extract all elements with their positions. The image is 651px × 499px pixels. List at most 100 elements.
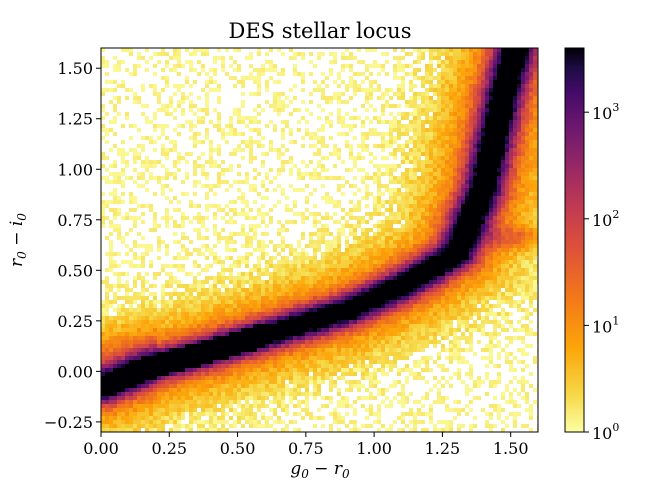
heatmap-cell xyxy=(281,320,285,324)
heatmap-cell xyxy=(229,56,233,60)
heatmap-cell xyxy=(329,152,333,156)
heatmap-cell xyxy=(417,288,421,292)
heatmap-cell xyxy=(205,112,209,116)
heatmap-cell xyxy=(341,184,345,188)
heatmap-cell xyxy=(477,224,481,228)
heatmap-cell xyxy=(505,76,509,80)
heatmap-cell xyxy=(273,80,277,84)
heatmap-cell xyxy=(413,160,417,164)
heatmap-cell xyxy=(517,72,521,76)
heatmap-cell xyxy=(533,276,537,280)
heatmap-cell xyxy=(269,148,273,152)
heatmap-cell xyxy=(389,220,393,224)
heatmap-cell xyxy=(373,300,377,304)
heatmap-cell xyxy=(389,168,393,172)
heatmap-cell xyxy=(481,272,485,276)
heatmap-cell xyxy=(529,84,533,88)
heatmap-cell xyxy=(461,156,465,160)
heatmap-cell xyxy=(385,260,389,264)
heatmap-cell xyxy=(469,296,473,300)
heatmap-cell xyxy=(493,172,497,176)
heatmap-cell xyxy=(217,56,221,60)
heatmap-cell xyxy=(245,56,249,60)
heatmap-cell xyxy=(381,304,385,308)
heatmap-cell xyxy=(197,108,201,112)
heatmap-cell xyxy=(449,272,453,276)
heatmap-cell xyxy=(397,220,401,224)
heatmap-cell xyxy=(517,192,521,196)
heatmap-cell xyxy=(353,312,357,316)
heatmap-cell xyxy=(249,312,253,316)
heatmap-cell xyxy=(461,284,465,288)
heatmap-cell xyxy=(477,152,481,156)
heatmap-cell xyxy=(193,112,197,116)
heatmap-cell xyxy=(117,60,121,64)
heatmap-cell xyxy=(385,272,389,276)
heatmap-cell xyxy=(393,176,397,180)
heatmap-cell xyxy=(477,156,481,160)
heatmap-cell xyxy=(357,252,361,256)
heatmap-cell xyxy=(297,260,301,264)
heatmap-cell xyxy=(257,88,261,92)
heatmap-cell xyxy=(145,248,149,252)
heatmap-cell xyxy=(265,252,269,256)
heatmap-cell xyxy=(429,188,433,192)
heatmap-cell xyxy=(397,120,401,124)
heatmap-cell xyxy=(265,88,269,92)
heatmap-cell xyxy=(153,324,157,328)
heatmap-cell xyxy=(281,300,285,304)
heatmap-cell xyxy=(217,100,221,104)
heatmap-cell xyxy=(213,224,217,228)
heatmap-cell xyxy=(157,272,161,276)
heatmap-cell xyxy=(253,312,257,316)
heatmap-cell xyxy=(237,260,241,264)
heatmap-cell xyxy=(289,296,293,300)
heatmap-cell xyxy=(293,268,297,272)
heatmap-cell xyxy=(185,256,189,260)
heatmap-cell xyxy=(185,236,189,240)
heatmap-cell xyxy=(193,192,197,196)
heatmap-cell xyxy=(393,92,397,96)
heatmap-cell xyxy=(141,144,145,148)
heatmap-cell xyxy=(129,72,133,76)
heatmap-cell xyxy=(401,224,405,228)
heatmap-cell xyxy=(321,268,325,272)
heatmap-cell xyxy=(425,312,429,316)
heatmap-cell xyxy=(149,248,153,252)
heatmap-cell xyxy=(461,124,465,128)
heatmap-cell xyxy=(457,244,461,248)
heatmap-cell xyxy=(141,280,145,284)
heatmap-cell xyxy=(221,228,225,232)
heatmap-cell xyxy=(417,236,421,240)
heatmap-cell xyxy=(361,132,365,136)
heatmap-cell xyxy=(357,308,361,312)
heatmap-cell xyxy=(461,276,465,280)
heatmap-cell xyxy=(197,212,201,216)
heatmap-cell xyxy=(473,140,477,144)
heatmap-cell xyxy=(121,60,125,64)
heatmap-cell xyxy=(413,320,417,324)
heatmap-cell xyxy=(469,292,473,296)
heatmap-cell xyxy=(441,92,445,96)
heatmap-cell xyxy=(493,92,497,96)
heatmap-cell xyxy=(421,248,425,252)
heatmap-cell xyxy=(481,96,485,100)
heatmap-cell xyxy=(417,48,421,52)
heatmap-cell xyxy=(421,160,425,164)
heatmap-cell xyxy=(365,240,369,244)
heatmap-cell xyxy=(217,308,221,312)
heatmap-cell xyxy=(401,212,405,216)
heatmap-cell xyxy=(381,320,385,324)
heatmap-cell xyxy=(521,80,525,84)
heatmap-cell xyxy=(469,76,473,80)
heatmap-cell xyxy=(453,248,457,252)
heatmap-cell xyxy=(321,224,325,228)
heatmap-cell xyxy=(133,96,137,100)
heatmap-cell xyxy=(377,64,381,68)
heatmap-cell xyxy=(417,264,421,268)
heatmap-cell xyxy=(497,196,501,200)
heatmap-cell xyxy=(209,312,213,316)
heatmap-cell xyxy=(509,260,513,264)
heatmap-cell xyxy=(477,240,481,244)
heatmap-cell xyxy=(461,136,465,140)
